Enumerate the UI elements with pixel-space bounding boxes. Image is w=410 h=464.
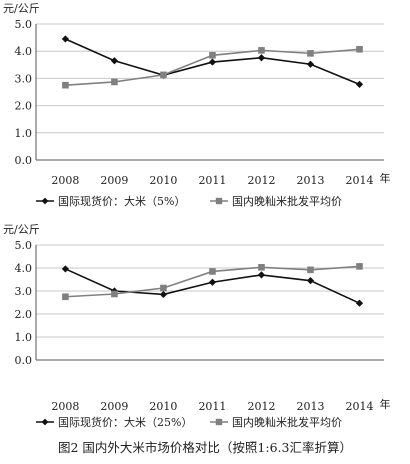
legend-marker-1 — [215, 197, 223, 205]
data-point — [306, 60, 315, 68]
legend-marker-0 — [41, 197, 49, 205]
data-point — [209, 51, 216, 59]
data-point — [61, 265, 70, 273]
x-tick-label: 2012 — [247, 174, 275, 187]
data-point — [160, 284, 167, 292]
y-tick-label: 0.0 — [15, 354, 33, 367]
data-point — [208, 58, 217, 66]
x-axis-unit: 年 — [379, 397, 390, 411]
x-tick-label: 2010 — [149, 174, 177, 187]
data-point — [258, 47, 265, 54]
y-tick-label: 2.0 — [15, 308, 33, 321]
x-tick-label: 2009 — [100, 400, 128, 413]
data-point — [258, 264, 265, 271]
y-axis-label: 元/公斤 — [3, 2, 40, 15]
x-tick-label: 2014 — [345, 400, 373, 413]
x-tick-label: 2009 — [100, 174, 128, 187]
data-point — [307, 50, 314, 57]
y-tick-label: 2.0 — [15, 100, 33, 113]
data-point — [307, 266, 314, 274]
x-tick-label: 2011 — [198, 174, 226, 187]
y-tick-label: 4.0 — [15, 262, 33, 275]
x-tick-label: 2008 — [51, 174, 79, 187]
legend-marker-0 — [41, 418, 49, 426]
x-tick-label: 2011 — [198, 400, 226, 413]
data-point — [110, 57, 119, 65]
figure-caption: 图2 国内外大米市场价格对比（按照1:6.3汇率折算） — [58, 440, 352, 455]
y-tick-label: 5.0 — [15, 239, 33, 252]
x-tick-label: 2014 — [345, 174, 373, 187]
data-point — [306, 277, 315, 285]
x-tick-label: 2012 — [247, 400, 275, 413]
data-point — [208, 278, 217, 286]
data-point — [356, 263, 363, 270]
data-point — [160, 71, 167, 79]
data-point — [355, 80, 364, 88]
data-point — [61, 35, 70, 43]
data-point — [111, 78, 118, 86]
chart-rice-25pct: 元/公斤 0.0 1.0 2.0 3.0 4.0 5.0 2008 2009 2010 2011 20… — [3, 223, 390, 429]
x-tick-label: 2010 — [149, 400, 177, 413]
y-tick-label: 1.0 — [15, 331, 33, 344]
legend-label-1: 国内晚籼米批发平均价 — [232, 415, 342, 429]
data-point — [111, 290, 118, 298]
data-point — [209, 268, 216, 275]
y-tick-label: 3.0 — [15, 72, 33, 85]
data-point — [356, 45, 363, 53]
data-point — [62, 293, 69, 301]
y-tick-label: 5.0 — [15, 18, 33, 31]
legend-label-0: 国际现货价：大米（5%） — [58, 194, 185, 208]
data-point — [257, 271, 266, 279]
x-axis-unit: 年 — [379, 171, 390, 185]
y-tick-label: 0.0 — [15, 154, 33, 167]
y-tick-label: 4.0 — [15, 45, 33, 58]
x-tick-label: 2013 — [296, 174, 324, 187]
data-point — [355, 299, 364, 307]
data-point — [62, 81, 69, 89]
legend-label-1: 国内晚籼米批发平均价 — [232, 194, 342, 208]
chart-rice-5pct: 元/公斤 0.0 1.0 2.0 3.0 4.0 5.0 2008 2009 2010 2011 20… — [3, 2, 390, 208]
legend-label-0: 国际现货价：大米（25%） — [58, 415, 192, 429]
legend-marker-1 — [215, 418, 223, 426]
data-point — [257, 54, 266, 62]
x-tick-label: 2008 — [51, 400, 79, 413]
y-tick-label: 1.0 — [15, 127, 33, 140]
x-tick-label: 2013 — [296, 400, 324, 413]
y-axis-label: 元/公斤 — [3, 223, 40, 236]
y-tick-label: 3.0 — [15, 285, 33, 298]
data-point — [159, 290, 168, 299]
